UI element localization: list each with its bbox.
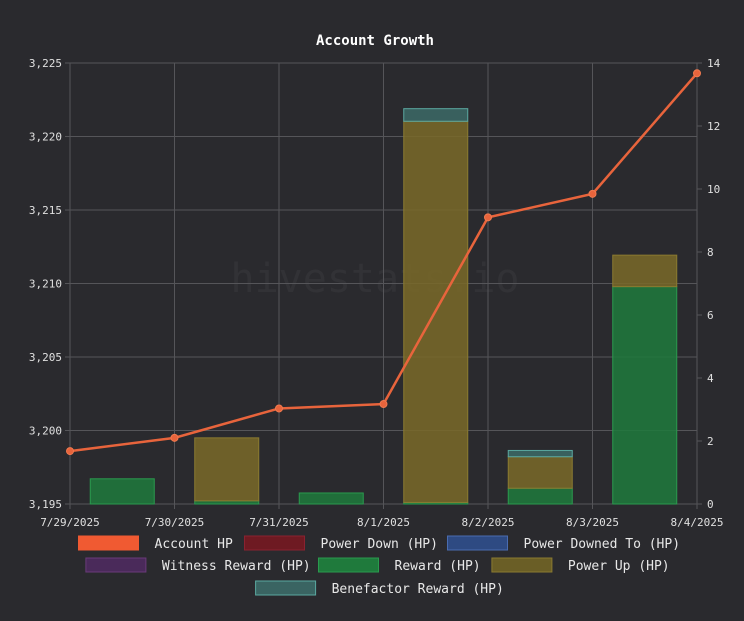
legend-swatch [78, 535, 139, 551]
legend-swatch [491, 557, 553, 573]
legend-label: Account HP [155, 537, 233, 552]
y-right-tick-label: 2 [707, 435, 714, 448]
account-hp-point [693, 69, 701, 78]
legend-swatch [255, 580, 317, 596]
bar-segment [403, 108, 469, 122]
x-tick-label: 7/29/2025 [40, 516, 100, 529]
legend-label: Power Down (HP) [321, 537, 438, 552]
x-tick-label: 8/1/2025 [357, 516, 410, 529]
account-hp-point [275, 404, 283, 413]
y-right-tick-label: 6 [707, 309, 714, 322]
bar-segment [507, 487, 573, 505]
y-left-tick-label: 3,210 [29, 278, 62, 291]
legend-label: Power Downed To (HP) [524, 537, 681, 552]
legend-swatch [318, 557, 379, 573]
bar-segment [507, 456, 573, 489]
y-right-tick-label: 4 [707, 372, 714, 385]
x-tick-label: 7/31/2025 [249, 516, 309, 529]
y-left-tick-label: 3,225 [29, 57, 62, 70]
axis-layer: 3,195 3,200 3,205 3,210 3,215 3,220 3,225 0 2 4 6 8… [29, 57, 724, 529]
y-right-tick-label: 10 [707, 183, 720, 196]
account-hp-point [170, 433, 179, 442]
bar-segment [89, 478, 155, 505]
chart-title: Account Growth [316, 33, 434, 49]
legend-swatch [244, 535, 305, 551]
y-left-tick-label: 3,195 [29, 498, 62, 511]
y-right-tick-label: 14 [707, 57, 721, 70]
y-right-tick-label: 12 [707, 120, 720, 133]
bar-segment [612, 254, 678, 288]
y-right-tick-label: 8 [707, 246, 714, 259]
x-tick-label: 8/2/2025 [462, 516, 515, 529]
legend-label: Power Up (HP) [568, 559, 670, 574]
line-layer [66, 69, 701, 456]
y-left-tick-label: 3,205 [29, 351, 62, 364]
bar-segment [507, 449, 573, 458]
account-hp-point [484, 213, 492, 222]
y-left-tick-label: 3,200 [29, 425, 62, 438]
account-hp-point [588, 189, 597, 198]
account-hp-point [66, 447, 74, 456]
grid-layer [65, 62, 702, 509]
legend: Account HP Power Down (HP) Power Downed To… [78, 535, 681, 597]
bar-segment [298, 492, 364, 505]
legend-swatch [85, 557, 147, 573]
legend-label: Reward (HP) [395, 559, 481, 574]
y-right-tick-label: 0 [707, 498, 714, 511]
legend-label: Benefactor Reward (HP) [332, 582, 504, 597]
bar-segment [194, 437, 260, 502]
legend-swatch [447, 535, 508, 551]
account-hp-point [379, 400, 388, 409]
watermark: hivestats.io [231, 256, 520, 302]
bar-segment [612, 286, 678, 505]
y-left-tick-label: 3,220 [29, 131, 62, 144]
y-left-tick-label: 3,215 [29, 204, 62, 217]
x-tick-label: 7/30/2025 [145, 516, 205, 529]
x-tick-label: 8/4/2025 [671, 516, 724, 529]
x-tick-label: 8/3/2025 [566, 516, 619, 529]
legend-label: Witness Reward (HP) [162, 559, 311, 574]
